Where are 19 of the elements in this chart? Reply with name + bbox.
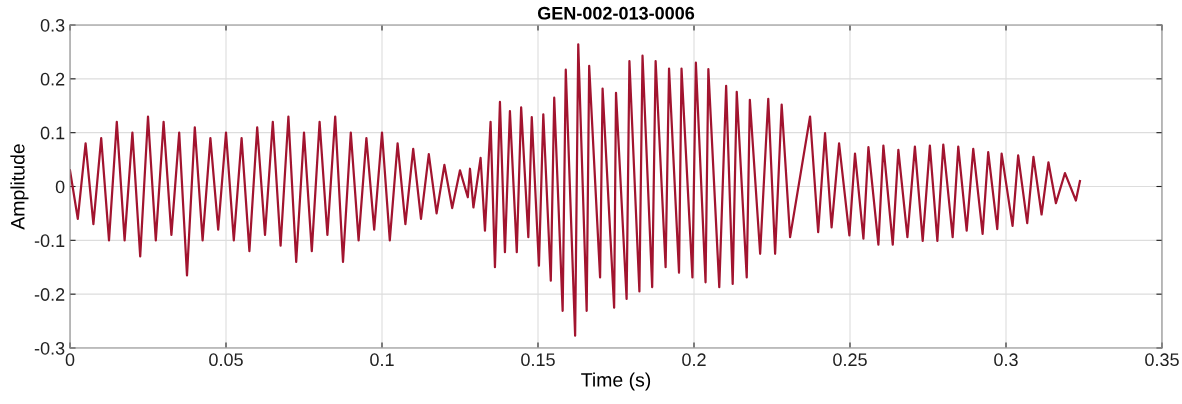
x-tick-label: 0 [65, 353, 75, 367]
x-tick-label: 0.15 [521, 353, 555, 367]
line-series [70, 43, 1082, 337]
x-tick-label: 0.35 [1145, 353, 1179, 367]
x-tick-label: 0.2 [682, 353, 706, 367]
x-tick-label: 0.1 [370, 353, 394, 367]
y-tick-label: -0.1 [34, 234, 65, 248]
chart-title: GEN-002-013-0006 [537, 6, 695, 20]
y-tick-label: -0.3 [34, 341, 65, 355]
y-tick-label: 0.3 [40, 18, 65, 32]
y-tick-label: -0.2 [34, 288, 65, 301]
y-tick-label: 0.1 [40, 126, 65, 140]
y-axis-title: Amplitude [10, 144, 29, 230]
x-tick-label: 0.3 [994, 353, 1018, 367]
x-tick-label: 0.25 [833, 353, 867, 367]
x-tick-label: 0.05 [209, 353, 243, 367]
y-tick-label: 0 [55, 180, 65, 194]
y-tick-label: 0.2 [40, 72, 65, 86]
x-axis-title: Time (s) [581, 372, 651, 391]
